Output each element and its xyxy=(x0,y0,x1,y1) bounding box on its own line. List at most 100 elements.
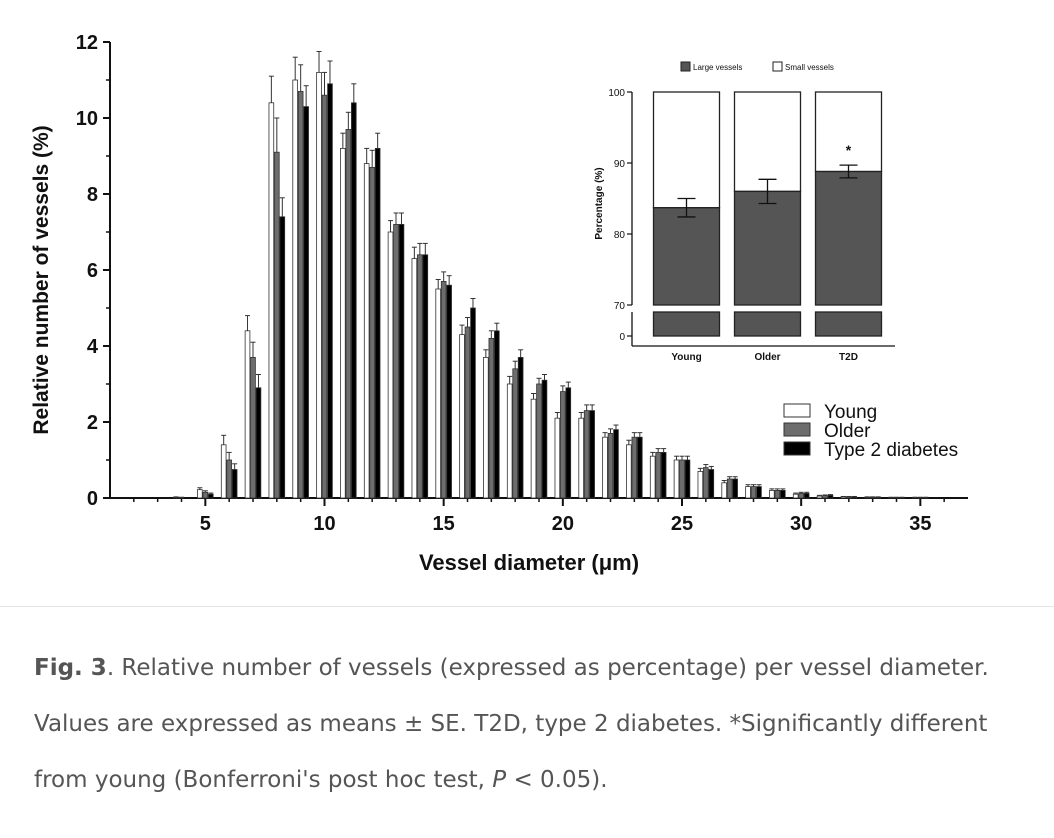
inset-bar-lower-segment xyxy=(652,311,721,337)
bar-young xyxy=(578,417,584,499)
bar-type-2-diabetes xyxy=(208,493,214,499)
inset-y-tick-label: 0 xyxy=(619,332,625,343)
legend-label: Older xyxy=(824,421,871,442)
inset-bar-small-vessels xyxy=(814,91,883,173)
bar-type-2-diabetes xyxy=(637,436,643,499)
bar-young xyxy=(816,495,823,499)
bar-older xyxy=(369,166,375,499)
inset-category-label: Young xyxy=(671,352,701,363)
inset-chart: 0 70 80 90 100 Percentage (%) Young Older * T2D La… xyxy=(594,61,895,363)
bar-older xyxy=(393,223,399,499)
bar-older xyxy=(321,94,328,499)
bar-older xyxy=(726,478,733,499)
bar-type-2-diabetes xyxy=(827,494,834,499)
inset-legend-swatch-small xyxy=(772,61,783,72)
bar-type-2-diabetes xyxy=(374,147,381,499)
bar-older xyxy=(679,459,685,499)
bar-older xyxy=(226,459,232,499)
bar-type-2-diabetes xyxy=(470,307,476,499)
bar-young xyxy=(530,398,537,499)
bar-young xyxy=(673,459,680,499)
x-axis-label: Vessel diameter (μm) xyxy=(419,550,639,575)
bar-young xyxy=(626,444,632,499)
bar-older xyxy=(488,337,495,499)
legend-label: Young xyxy=(824,402,877,423)
bar-young xyxy=(459,334,465,499)
x-tick-label: 35 xyxy=(909,513,931,535)
y-tick-label: 8 xyxy=(87,184,98,206)
bar-type-2-diabetes xyxy=(756,486,762,499)
inset-bar-small-vessels xyxy=(652,91,721,209)
bar-older xyxy=(345,128,352,499)
bar-older xyxy=(846,496,852,499)
bar-type-2-diabetes xyxy=(517,356,524,499)
bar-type-2-diabetes xyxy=(803,493,810,499)
bar-young xyxy=(649,455,656,499)
legend-swatch xyxy=(783,403,811,418)
y-tick-label: 4 xyxy=(87,336,99,358)
bar-young xyxy=(292,79,298,499)
y-axis-label: Relative number of vessels (%) xyxy=(30,125,53,434)
bar-type-2-diabetes xyxy=(279,216,286,499)
inset-category-label: Older xyxy=(754,352,780,363)
bar-type-2-diabetes xyxy=(684,459,691,499)
bar-older xyxy=(417,254,423,499)
bar-type-2-diabetes xyxy=(398,223,405,499)
x-tick-label: 25 xyxy=(671,513,693,535)
bar-young xyxy=(220,444,227,499)
bar-type-2-diabetes xyxy=(660,451,667,499)
divider xyxy=(0,606,1054,607)
bar-type-2-diabetes xyxy=(708,469,715,499)
y-tick-label: 2 xyxy=(87,412,98,434)
bar-young xyxy=(697,470,704,499)
bar-young xyxy=(769,489,775,499)
bar-young xyxy=(316,72,322,499)
bar-older xyxy=(631,436,638,499)
inset-legend-swatch-large xyxy=(680,61,691,72)
bar-older xyxy=(512,368,518,499)
inset-bar-large-vessels xyxy=(733,190,802,306)
y-tick-label: 0 xyxy=(87,488,98,510)
bar-older xyxy=(774,489,781,499)
x-tick-label: 20 xyxy=(552,513,574,535)
inset-category-label: T2D xyxy=(839,352,858,363)
y-tick-label: 6 xyxy=(87,260,98,282)
bar-type-2-diabetes xyxy=(446,284,452,499)
bar-type-2-diabetes xyxy=(732,478,738,499)
figure-label: Fig. 3 xyxy=(34,655,107,681)
legend-swatch xyxy=(783,422,811,437)
bar-older xyxy=(607,432,614,499)
bar-type-2-diabetes xyxy=(422,254,429,499)
bar-young xyxy=(792,493,799,499)
bar-young xyxy=(721,482,727,499)
bar-older xyxy=(250,356,256,499)
inset-legend-label-large: Large vessels xyxy=(693,63,742,72)
bar-young xyxy=(244,330,251,499)
inset-y-axis-label: Percentage (%) xyxy=(594,167,605,239)
inset-y-tick-label: 100 xyxy=(608,88,625,99)
bar-type-2-diabetes xyxy=(351,102,357,499)
bar-type-2-diabetes xyxy=(613,429,619,499)
inset-bar-lower-segment xyxy=(733,311,802,337)
bar-older xyxy=(202,491,209,499)
significance-marker: * xyxy=(846,142,852,158)
bar-type-2-diabetes xyxy=(565,387,572,499)
bar-young xyxy=(411,258,418,499)
bar-older xyxy=(297,91,304,499)
bar-older xyxy=(583,410,590,499)
inset-y-tick-label: 70 xyxy=(614,301,626,312)
y-tick-label: 10 xyxy=(76,108,98,130)
bar-young xyxy=(483,356,489,499)
figure-caption: Fig. 3. Relative number of vessels (expr… xyxy=(34,640,1024,808)
caption-text: . Relative number of vessels (expressed … xyxy=(34,655,989,793)
y-tick-label: 12 xyxy=(76,32,98,54)
x-tick-label: 10 xyxy=(313,513,335,535)
bar-young xyxy=(197,489,203,499)
bar-older xyxy=(560,391,566,499)
figure-3: 0 2 4 6 8 10 12 5 10 15 20 25 30 35 Vessel diameter (μ… xyxy=(30,32,968,575)
bar-type-2-diabetes xyxy=(494,330,500,499)
bar-type-2-diabetes xyxy=(327,83,333,499)
p-symbol: P xyxy=(492,767,507,793)
bar-older xyxy=(440,280,447,499)
bar-young xyxy=(554,417,561,499)
